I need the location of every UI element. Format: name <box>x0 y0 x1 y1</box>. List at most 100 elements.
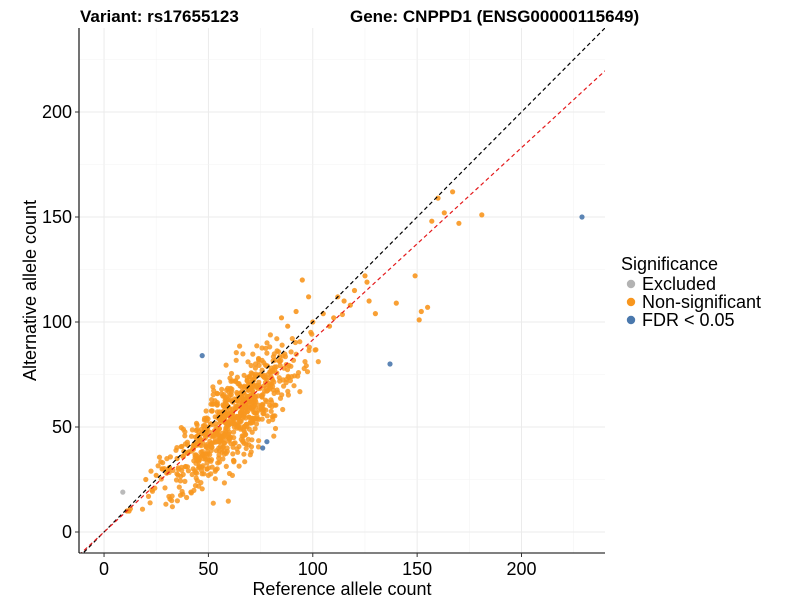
point-non-significant <box>306 294 312 300</box>
point-non-significant <box>248 370 254 376</box>
point-non-significant <box>272 425 279 432</box>
point-non-significant <box>194 457 200 463</box>
point-non-significant <box>248 400 254 406</box>
point-non-significant <box>331 315 337 321</box>
point-fdr-0-05 <box>199 353 205 359</box>
point-non-significant <box>220 456 226 462</box>
point-non-significant <box>248 449 254 455</box>
point-non-significant <box>237 418 243 424</box>
point-non-significant <box>267 344 273 350</box>
point-non-significant <box>263 407 269 413</box>
point-non-significant <box>225 434 231 440</box>
point-non-significant <box>288 363 294 369</box>
point-non-significant <box>231 429 237 435</box>
tick-labels: 0 50 100 150 200 0 50 100 150 200 <box>42 102 537 579</box>
point-non-significant <box>192 468 198 474</box>
point-non-significant <box>249 429 255 435</box>
point-non-significant <box>162 485 168 491</box>
point-non-significant <box>285 392 291 398</box>
point-non-significant <box>479 212 485 218</box>
x-tick-label: 150 <box>402 559 432 579</box>
point-non-significant <box>287 378 293 384</box>
point-non-significant <box>238 425 244 431</box>
chart-title-variant: Variant: rs17655123 <box>80 7 239 26</box>
point-non-significant <box>229 472 235 478</box>
point-non-significant <box>212 437 218 443</box>
point-non-significant <box>183 463 189 470</box>
point-non-significant <box>185 450 191 456</box>
point-non-significant <box>193 453 199 459</box>
legend-swatch-excluded <box>626 279 636 289</box>
point-non-significant <box>280 353 286 359</box>
point-non-significant <box>223 362 229 368</box>
point-non-significant <box>233 350 239 356</box>
point-non-significant <box>221 432 228 438</box>
point-non-significant <box>159 466 166 472</box>
point-non-significant <box>259 394 265 400</box>
point-non-significant <box>263 397 269 403</box>
point-non-significant <box>163 501 169 507</box>
point-non-significant <box>441 210 447 216</box>
point-non-significant <box>201 456 207 462</box>
point-non-significant <box>254 343 260 349</box>
point-non-significant <box>315 359 321 365</box>
point-non-significant <box>149 487 155 493</box>
point-non-significant <box>271 367 278 373</box>
point-non-significant <box>199 486 205 492</box>
point-non-significant <box>262 362 268 368</box>
point-non-significant <box>213 467 219 473</box>
point-non-significant <box>256 362 262 368</box>
point-non-significant <box>213 424 219 430</box>
point-non-significant <box>234 398 240 404</box>
plot-area <box>80 28 605 553</box>
y-tick-label: 100 <box>42 312 72 332</box>
point-non-significant <box>185 468 191 474</box>
point-non-significant <box>255 444 262 450</box>
point-non-significant <box>341 298 347 304</box>
point-non-significant <box>209 464 215 470</box>
point-non-significant <box>192 483 199 489</box>
point-non-significant <box>245 409 251 415</box>
point-non-significant <box>164 456 170 462</box>
y-tick-label: 200 <box>42 102 72 122</box>
point-non-significant <box>242 459 248 465</box>
point-non-significant <box>288 349 294 355</box>
point-non-significant <box>217 379 223 385</box>
point-non-significant <box>244 377 250 383</box>
point-non-significant <box>278 315 285 321</box>
y-tick-label: 150 <box>42 207 72 227</box>
point-non-significant <box>268 369 274 375</box>
y-tick-label: 0 <box>62 522 72 542</box>
point-non-significant <box>177 478 183 484</box>
point-non-significant <box>204 449 211 455</box>
point-non-significant <box>147 500 153 506</box>
point-non-significant <box>262 379 269 385</box>
point-non-significant <box>194 478 200 484</box>
point-non-significant <box>297 339 303 345</box>
point-non-significant <box>174 498 180 504</box>
point-non-significant <box>248 418 254 424</box>
point-non-significant <box>263 385 269 391</box>
point-non-significant <box>236 463 242 469</box>
point-non-significant <box>233 378 239 384</box>
point-non-significant <box>241 451 247 457</box>
point-non-significant <box>223 450 229 456</box>
point-non-significant <box>306 347 312 354</box>
point-non-significant <box>204 466 210 472</box>
point-non-significant <box>208 457 215 463</box>
point-non-significant <box>210 392 216 398</box>
point-non-significant <box>271 433 277 439</box>
point-non-significant <box>232 440 238 446</box>
point-non-significant <box>198 437 204 443</box>
point-non-significant <box>184 439 190 445</box>
point-non-significant <box>225 385 231 391</box>
x-tick-label: 50 <box>198 559 218 579</box>
point-non-significant <box>284 367 291 373</box>
point-non-significant <box>279 342 285 348</box>
point-non-significant <box>158 459 164 465</box>
point-non-significant <box>312 347 318 353</box>
legend: Significance ExcludedNon-significantFDR … <box>621 254 761 330</box>
point-non-significant <box>139 506 146 512</box>
point-non-significant <box>192 442 198 448</box>
